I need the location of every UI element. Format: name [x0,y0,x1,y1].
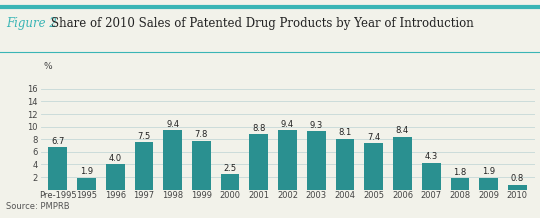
Bar [49,147,67,190]
Text: 1.9: 1.9 [482,167,495,176]
Bar [450,178,469,190]
Bar [134,142,153,190]
Bar [336,139,354,190]
Bar [249,134,268,190]
Text: 9.3: 9.3 [309,121,323,130]
Text: %: % [43,62,52,71]
Bar [221,174,239,190]
Text: 7.5: 7.5 [137,132,151,141]
Bar [480,178,498,190]
Text: 6.7: 6.7 [51,137,64,146]
Bar [278,130,297,190]
Bar [508,185,526,190]
Text: 7.8: 7.8 [195,130,208,139]
Text: 7.4: 7.4 [367,133,380,142]
Bar [163,130,182,190]
Bar [422,163,441,190]
Text: 4.3: 4.3 [424,152,438,161]
Bar [307,131,326,190]
Text: 1.8: 1.8 [453,168,467,177]
Text: 0.8: 0.8 [511,174,524,183]
Text: 8.4: 8.4 [396,126,409,136]
Text: 4.0: 4.0 [109,154,122,163]
Bar [106,164,125,190]
Text: 8.8: 8.8 [252,124,266,133]
Text: Share of 2010 Sales of Patented Drug Products by Year of Introduction: Share of 2010 Sales of Patented Drug Pro… [51,17,474,31]
Text: 1.9: 1.9 [80,167,93,176]
Text: 2.5: 2.5 [224,164,237,173]
Bar [393,137,412,190]
Text: Figure 2: Figure 2 [6,17,57,31]
Text: Source: PMPRB: Source: PMPRB [6,203,70,211]
Text: 8.1: 8.1 [339,128,352,137]
Bar [364,143,383,190]
Bar [192,141,211,190]
Text: 9.4: 9.4 [166,120,179,129]
Bar [77,178,96,190]
Text: 9.4: 9.4 [281,120,294,129]
